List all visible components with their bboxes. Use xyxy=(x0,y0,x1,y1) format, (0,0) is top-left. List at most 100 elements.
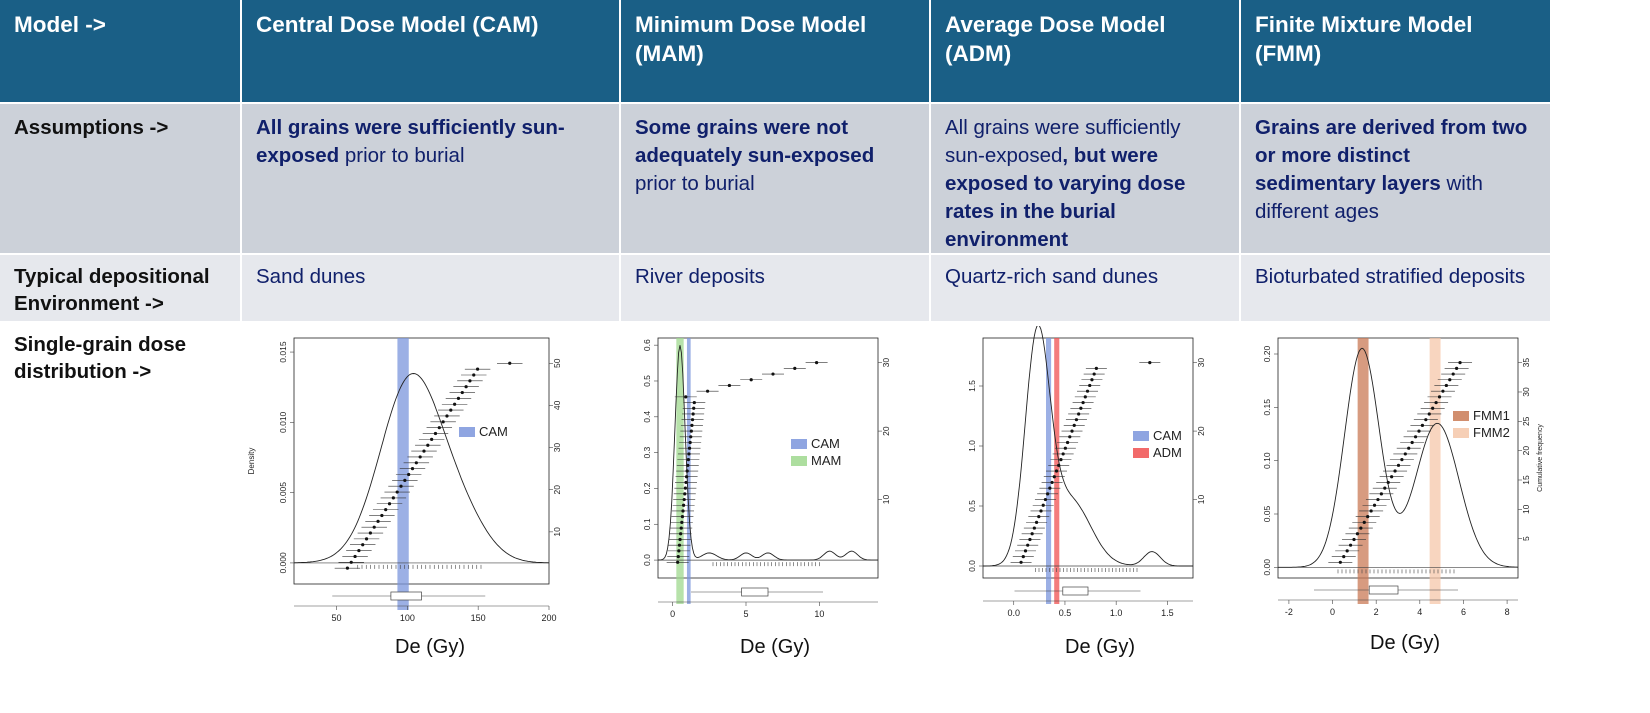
y-tick-label: 0.05 xyxy=(1262,505,1272,522)
data-point xyxy=(456,396,461,401)
fmm-distribution-chart: -2 0 2 4 6 8 0.00 0.05 0.10 0.15 0.20 5 10 15 20 25 30 35… xyxy=(1262,337,1544,617)
data-point xyxy=(508,361,512,365)
data-point xyxy=(1348,543,1353,547)
environment-fmm: Bioturbated stratified deposits xyxy=(1241,255,1550,321)
y2-tick-label: 20 xyxy=(881,426,891,436)
x-tick-label: 150 xyxy=(471,613,486,623)
legend-swatch-fmm1 xyxy=(1453,411,1469,421)
plot-mam: 0 5 10 0.0 0.1 0.2 0.3 0.4 0.5 0.6 10 20 30 CAM MAM xyxy=(623,326,923,628)
data-point xyxy=(680,515,685,519)
data-point xyxy=(771,372,775,376)
assumption-cam: All grains were sufficiently sun-exposed… xyxy=(242,104,619,253)
plot-cam: 50 100 150 200 0.000 0.005 0.010 0.015 10 20 30 40 5… xyxy=(244,326,584,628)
density-curve xyxy=(1278,347,1519,568)
data-point xyxy=(445,414,449,418)
legend-swatch-cam xyxy=(791,439,807,449)
plot-frame xyxy=(657,337,879,579)
data-point xyxy=(1074,418,1079,422)
data-point xyxy=(686,458,690,462)
data-point xyxy=(727,383,731,388)
y-tick-label: 0.6 xyxy=(642,339,652,351)
data-point xyxy=(1039,509,1043,513)
y-tick-label: 0.1 xyxy=(642,518,652,530)
environment-mam: River deposits xyxy=(621,255,929,321)
data-point xyxy=(677,549,681,553)
y-tick-label: 0.15 xyxy=(1262,399,1272,416)
assumption-adm-plain: All grains were sufficiently sun-exposed xyxy=(945,116,1181,167)
x-tick-label: 200 xyxy=(541,613,556,623)
x-tick-label: 5 xyxy=(743,609,748,619)
y2-tick-label: 25 xyxy=(1521,416,1531,426)
environment-cam: Sand dunes xyxy=(242,255,619,321)
data-point xyxy=(1379,492,1383,496)
header-adm: Average Dose Model (ADM) xyxy=(931,0,1239,102)
data-point xyxy=(1063,446,1067,450)
data-point xyxy=(1148,361,1152,365)
x-tick-label: 8 xyxy=(1505,607,1510,617)
y-tick-label: 1.5 xyxy=(967,380,977,392)
legend-label-fmm2: FMM2 xyxy=(1473,425,1510,440)
xlabel-fmm: De (Gy) xyxy=(1370,632,1440,654)
data-point xyxy=(472,373,476,377)
data-point xyxy=(410,467,415,471)
data-point xyxy=(1352,537,1356,542)
legend-label-cam: CAM xyxy=(1153,428,1182,443)
data-point xyxy=(376,519,380,523)
data-point xyxy=(441,420,445,424)
data-point xyxy=(380,513,384,518)
data-point xyxy=(1359,526,1363,530)
data-point xyxy=(1052,475,1056,479)
data-point xyxy=(691,412,695,416)
xlabel-adm: De (Gy) xyxy=(1065,636,1135,658)
data-point xyxy=(1023,549,1028,553)
y2-tick-label: 30 xyxy=(1196,358,1206,368)
data-point xyxy=(464,385,468,389)
data-point xyxy=(430,437,434,441)
header-mam: Minimum Dose Model (MAM) xyxy=(621,0,929,102)
data-point xyxy=(676,554,680,559)
legend-label-mam: MAM xyxy=(811,453,841,468)
data-point xyxy=(1030,532,1034,536)
y-axis-label: Density xyxy=(247,448,256,475)
data-point xyxy=(677,543,682,547)
data-point xyxy=(1021,554,1025,559)
environment-row-label: Typical depositional Environment -> xyxy=(0,255,240,321)
y-tick-label: 1.0 xyxy=(967,440,977,452)
data-point xyxy=(1072,423,1076,427)
data-point xyxy=(1068,435,1072,439)
x-tick-label: -2 xyxy=(1285,607,1293,617)
data-point xyxy=(676,560,680,564)
data-point xyxy=(692,406,696,410)
y-tick-label: 0.015 xyxy=(278,341,288,363)
data-point xyxy=(1386,480,1390,485)
data-point xyxy=(1043,497,1048,502)
data-point xyxy=(437,426,441,430)
data-point xyxy=(749,378,753,382)
data-point xyxy=(1383,486,1387,490)
data-point xyxy=(679,526,683,530)
x-tick-label: 0 xyxy=(670,609,675,619)
y2-tick-label: 30 xyxy=(552,443,562,453)
data-point xyxy=(680,520,684,524)
legend-swatch-cam xyxy=(459,427,475,437)
xlabel-cam: De (Gy) xyxy=(395,636,465,658)
legend-swatch-mam xyxy=(791,456,807,466)
y2-tick-label: 20 xyxy=(1521,446,1531,456)
data-point xyxy=(460,390,464,395)
assumption-adm-bold: , but were exposed to varying dose rates… xyxy=(945,144,1186,251)
x-tick-label: 100 xyxy=(400,613,415,623)
assumption-mam-bold: Some grains were not adequately sun-expo… xyxy=(635,116,875,167)
data-point xyxy=(690,423,694,427)
band-fmm2 xyxy=(1429,338,1441,604)
data-point xyxy=(1390,475,1394,479)
data-point xyxy=(418,455,422,459)
data-point xyxy=(1362,520,1366,524)
data-point xyxy=(684,475,689,479)
y2-tick-label: 20 xyxy=(552,485,562,495)
data-point xyxy=(1338,560,1342,564)
band-fmm1 xyxy=(1357,338,1369,604)
data-point xyxy=(1366,515,1370,519)
y2-axis-label: Cumulative frequency xyxy=(1537,424,1544,492)
data-point xyxy=(1434,400,1438,405)
data-point xyxy=(1065,440,1070,445)
